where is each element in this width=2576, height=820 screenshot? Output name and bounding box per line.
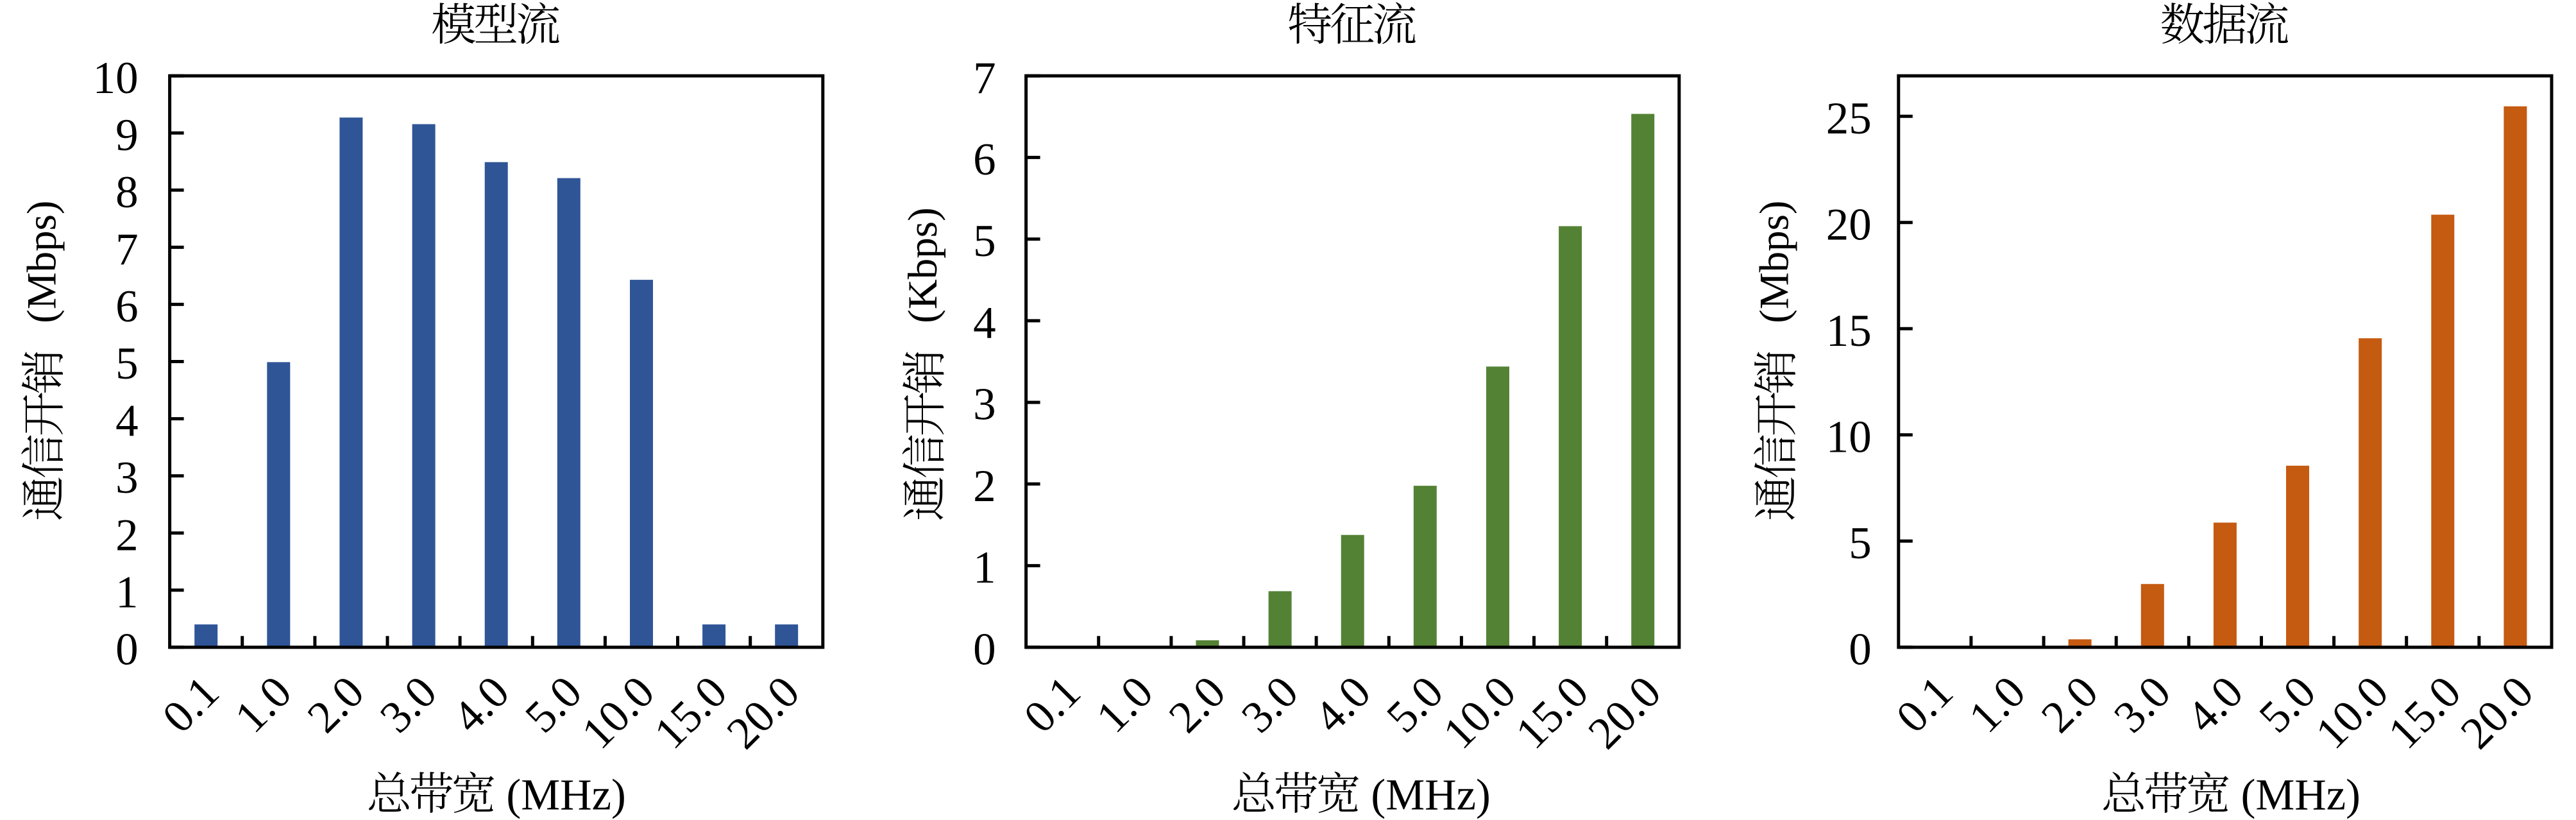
svg-text:15: 15	[1826, 306, 1872, 356]
svg-text:5: 5	[973, 216, 996, 266]
svg-text:(MHz): (MHz)	[506, 771, 625, 819]
svg-text:(Mbps): (Mbps)	[19, 200, 65, 323]
svg-text:2: 2	[115, 510, 139, 560]
svg-text:25: 25	[1826, 94, 1872, 144]
svg-text:1: 1	[115, 567, 139, 617]
svg-text:3: 3	[115, 453, 139, 503]
svg-text:5: 5	[1849, 518, 1872, 568]
svg-text:(Mbps): (Mbps)	[1752, 200, 1798, 323]
svg-text:0: 0	[115, 624, 139, 674]
svg-text:20: 20	[1826, 200, 1872, 250]
svg-text:10: 10	[1826, 412, 1872, 462]
svg-text:0: 0	[973, 624, 996, 674]
svg-text:8: 8	[115, 167, 139, 218]
svg-text:5: 5	[115, 339, 139, 389]
svg-text:(Kbps): (Kbps)	[900, 207, 946, 323]
svg-text:10: 10	[93, 53, 139, 103]
svg-text:7: 7	[115, 225, 139, 275]
svg-text:1: 1	[973, 543, 996, 593]
svg-text:9: 9	[115, 110, 139, 160]
svg-text:6: 6	[973, 135, 996, 185]
svg-text:4: 4	[973, 298, 996, 348]
svg-text:7: 7	[973, 53, 996, 103]
svg-text:(MHz): (MHz)	[2241, 771, 2360, 819]
svg-text:2: 2	[973, 461, 996, 511]
svg-text:(MHz): (MHz)	[1371, 771, 1490, 819]
svg-text:0: 0	[1849, 624, 1872, 674]
svg-text:3: 3	[973, 380, 996, 430]
svg-text:4: 4	[115, 396, 139, 446]
svg-text:6: 6	[115, 282, 139, 332]
